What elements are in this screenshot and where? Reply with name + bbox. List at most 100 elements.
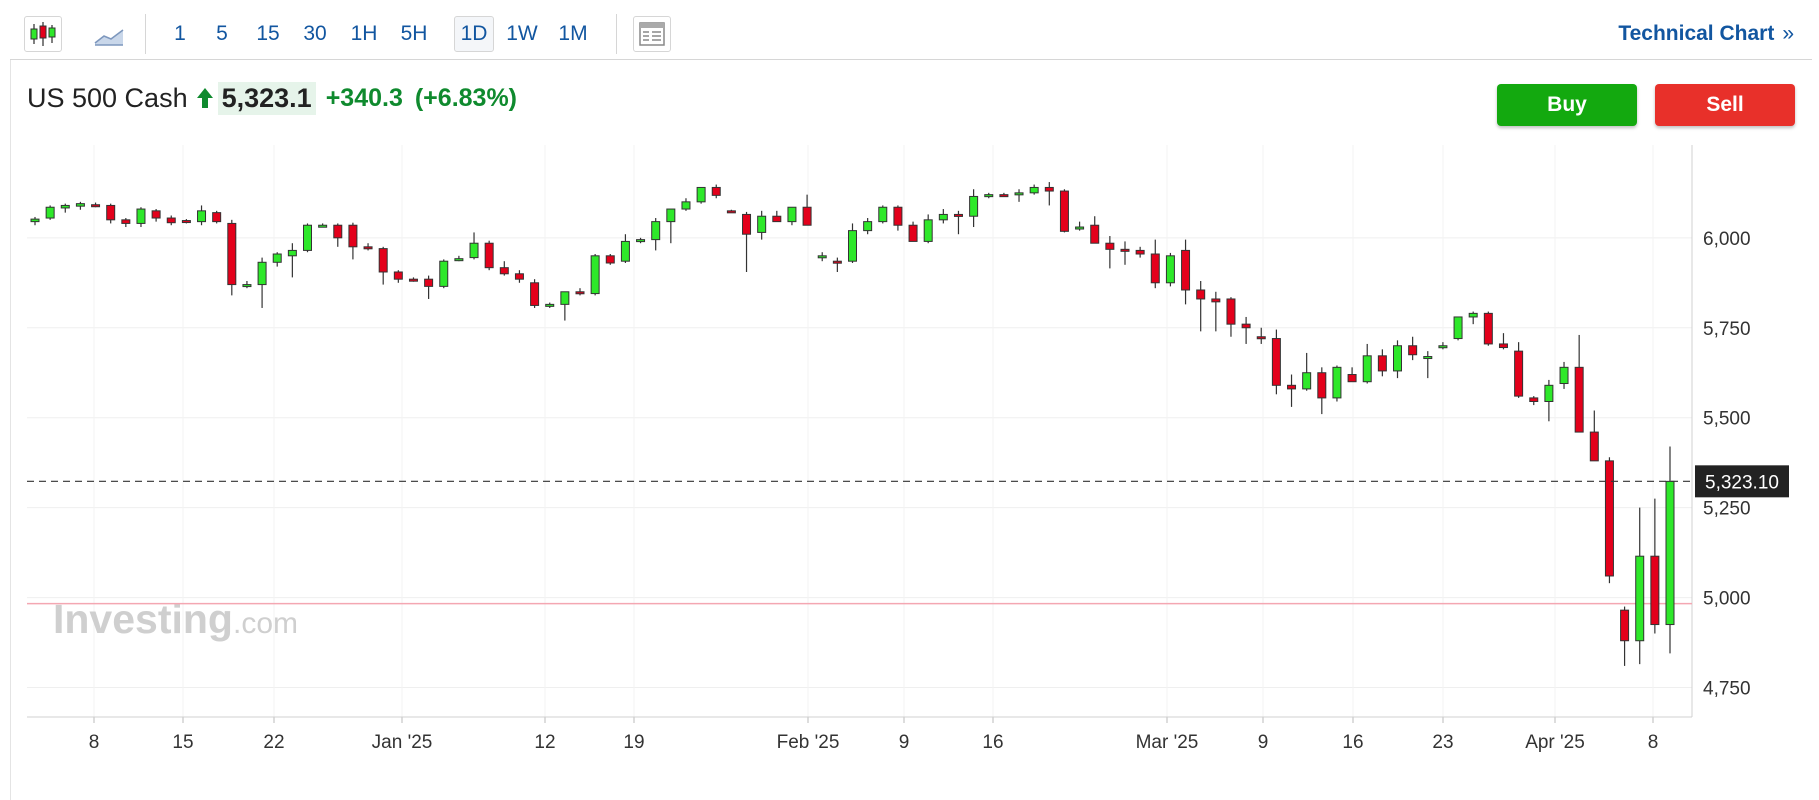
x-tick-label: Mar '25 [1136,732,1199,753]
interval-5h-button[interactable]: 5H [400,22,428,45]
interval-1m-button[interactable]: 1M [558,22,588,45]
candle [666,208,676,244]
candle [1408,336,1418,361]
candle [1181,239,1191,305]
interval-30-button[interactable]: 30 [303,22,327,45]
x-tick-label: Apr '25 [1525,732,1585,753]
x-tick-label: 22 [263,732,284,753]
candle [363,243,373,251]
candle [227,219,237,296]
candle [984,192,994,199]
interval-1-button[interactable]: 1 [174,22,186,45]
candle [1453,316,1463,341]
area-chart-icon[interactable] [92,18,126,50]
arrow-up-icon [196,88,213,108]
candle [257,257,267,308]
candle [742,211,752,272]
candle [1438,342,1448,350]
candle [696,186,706,204]
last-price: 5,323.1 [217,81,316,115]
x-tick-label: 8 [1648,732,1659,753]
candle [106,203,116,224]
candle [1075,221,1085,231]
candle [136,207,146,228]
instrument-name: US 500 Cash [27,82,188,113]
interval-1w-button[interactable]: 1W [506,22,538,45]
candle [151,209,161,222]
candle [1589,410,1599,462]
buy-button[interactable]: Buy [1497,84,1637,126]
x-tick-label: 15 [172,732,193,753]
last-price-label: 5,323.10 [1705,472,1779,493]
candle [272,252,282,267]
x-tick-label: 19 [623,732,644,753]
technical-chart-label: Technical Chart [1618,22,1775,45]
layout-icon[interactable] [633,16,671,52]
candle [1529,396,1539,406]
candle [1241,316,1251,344]
candle [242,280,252,289]
candle [757,210,767,240]
candle [424,275,434,299]
candle [45,205,55,220]
candle [499,261,509,276]
toolbar-separator [145,14,146,54]
last-price-label-bg [1695,465,1789,498]
candle [681,198,691,211]
candle [999,192,1009,198]
candle [1196,280,1206,332]
candle [938,209,948,224]
candle [590,254,600,296]
x-tick-label: 8 [89,732,100,753]
candle [1604,457,1614,584]
candle [1514,342,1524,398]
candle [287,243,297,278]
candle [181,219,191,224]
candle [1574,334,1584,433]
candle [1665,446,1675,654]
toolbar-separator [616,14,617,54]
candle [893,205,903,231]
candle [1347,367,1357,383]
candle [1120,241,1130,265]
candle [848,223,857,263]
candle [1044,182,1054,206]
candle [318,223,328,228]
candle [393,270,403,283]
candle [348,222,358,260]
candle [1317,367,1327,415]
price-change: +340.3 [325,83,403,112]
technical-chart-link[interactable]: Technical Chart » [1618,22,1794,46]
interval-15-button[interactable]: 15 [256,22,280,45]
candle [953,210,963,235]
candle [378,246,388,285]
candle [1256,327,1266,344]
candle [620,234,630,263]
candle [60,203,70,213]
y-tick-label: 5,750 [1703,319,1751,340]
panel-border [10,60,11,800]
candle [408,277,418,282]
interval-1d-button[interactable]: 1D [454,16,494,52]
x-tick-label: 23 [1432,732,1453,753]
interval-5-button[interactable]: 5 [216,22,228,45]
candle [1226,297,1236,337]
candle [1090,216,1100,244]
price-change-percent: (+6.83%) [414,83,517,112]
candle [166,215,176,226]
candlestick-chart-icon[interactable] [24,16,62,52]
candle [1287,374,1297,407]
chart-toolbar: 1 5 15 30 1H 5H 1D 1W 1M Technical Chart… [10,8,1812,60]
x-tick-label: 16 [982,732,1003,753]
sell-button[interactable]: Sell [1655,84,1795,126]
candle [636,237,646,244]
candle [711,184,721,199]
candle [545,302,555,308]
candle [863,218,873,235]
interval-1h-button[interactable]: 1H [350,22,378,45]
candle [212,210,222,224]
candle [1559,361,1569,389]
candle [303,223,312,253]
candle [832,257,842,272]
